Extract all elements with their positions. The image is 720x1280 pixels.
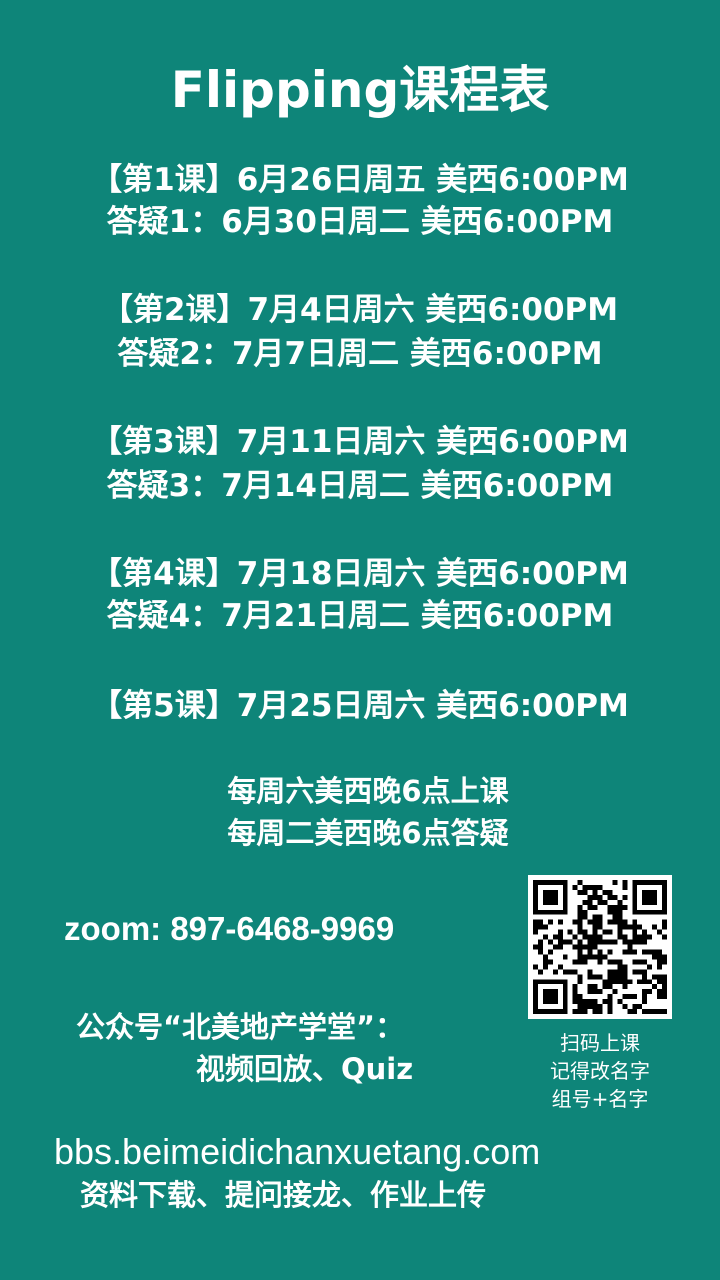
qa-2-line: 答疑2：7月7日周二 美西6:00PM bbox=[117, 336, 603, 372]
qr-caption-format: 组号+名字 bbox=[551, 1087, 649, 1111]
page-title: Flipping课程表 bbox=[170, 61, 550, 119]
weekly-class-note: 每周六美西晚6点上课 bbox=[227, 774, 509, 808]
gongzhonghao-features: 视频回放、Quiz bbox=[196, 1052, 414, 1086]
bbs-link[interactable]: bbs.beimeidichanxuetang.com bbox=[54, 1131, 541, 1172]
lesson-5-line: 【第5课】7月25日周六 美西6:00PM bbox=[91, 688, 629, 724]
qr-code-image bbox=[528, 875, 672, 1019]
qr-code[interactable] bbox=[528, 875, 672, 1019]
qa-3-line: 答疑3：7月14日周二 美西6:00PM bbox=[106, 468, 614, 504]
bbs-description: 资料下载、提问接龙、作业上传 bbox=[80, 1178, 487, 1212]
zoom-id: zoom: 897-6468-9969 bbox=[64, 910, 395, 947]
qa-4-line: 答疑4：7月21日周二 美西6:00PM bbox=[106, 598, 614, 634]
gongzhonghao-name: 公众号“北美地产学堂”： bbox=[76, 1010, 405, 1044]
lesson-3-line: 【第3课】7月11日周六 美西6:00PM bbox=[91, 424, 629, 460]
lesson-4-line: 【第4课】7月18日周六 美西6:00PM bbox=[91, 556, 629, 592]
qr-caption-rename: 记得改名字 bbox=[550, 1059, 650, 1083]
qr-caption-scan: 扫码上课 bbox=[560, 1031, 640, 1055]
lesson-2-line: 【第2课】7月4日周六 美西6:00PM bbox=[101, 292, 619, 328]
qa-1-line: 答疑1：6月30日周二 美西6:00PM bbox=[106, 204, 614, 240]
lesson-1-line: 【第1课】6月26日周五 美西6:00PM bbox=[91, 162, 629, 198]
weekly-qa-note: 每周二美西晚6点答疑 bbox=[227, 816, 509, 850]
